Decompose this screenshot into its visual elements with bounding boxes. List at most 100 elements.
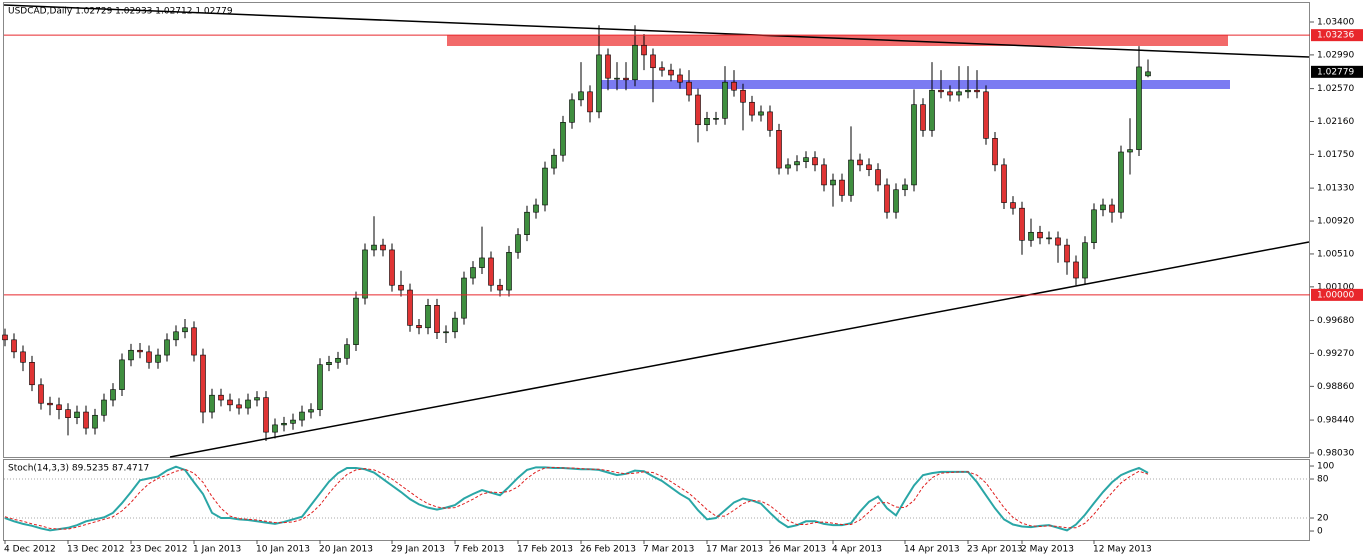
candle-body xyxy=(407,289,413,326)
candle-body xyxy=(1091,209,1097,244)
price-marker xyxy=(1311,288,1363,301)
x-tick-label: 7 Mar 2013 xyxy=(643,545,694,555)
stoch-title: Stoch(14,3,3) 89.5235 87.4717 xyxy=(8,464,149,474)
candle-body xyxy=(767,111,773,131)
candle-body xyxy=(191,327,197,356)
candle-body xyxy=(497,284,503,291)
candle-body xyxy=(749,101,755,116)
candle-body xyxy=(1109,204,1115,213)
candle-body xyxy=(290,419,296,424)
candle-body xyxy=(164,339,170,356)
candle-body xyxy=(83,411,89,429)
up-trendline xyxy=(169,241,1310,458)
x-tick-label: 26 Feb 2013 xyxy=(580,545,636,555)
x-tick-label: 13 Dec 2012 xyxy=(67,545,125,555)
candle-body xyxy=(722,81,728,119)
y-tick-label: 0.98440 xyxy=(1317,416,1354,426)
main-panel-frame xyxy=(3,2,1310,458)
x-tick-label: 7 Feb 2013 xyxy=(454,545,504,555)
candle-body xyxy=(659,67,665,71)
x-tick-label: 14 Apr 2013 xyxy=(904,545,960,555)
y-tick-label: 0.98030 xyxy=(1317,448,1354,458)
x-tick-label: 29 Jan 2013 xyxy=(391,545,445,555)
candle-body xyxy=(650,54,656,69)
candle-body xyxy=(857,159,863,166)
candle-body xyxy=(812,157,818,166)
x-tick-label: 10 Jan 2013 xyxy=(256,545,310,555)
candle-body xyxy=(128,349,134,361)
x-tick-label: 1 Jan 2013 xyxy=(193,545,241,555)
candle-body xyxy=(335,357,341,363)
candle-body xyxy=(38,384,44,404)
chart-title: USDCAD,Daily 1.02729 1.02933 1.02712 1.0… xyxy=(8,7,233,17)
y-tick-label: 100 xyxy=(1317,462,1334,472)
candle-body xyxy=(632,44,638,81)
candle-body xyxy=(398,284,404,291)
candle-body xyxy=(524,211,530,235)
candle-body xyxy=(47,402,53,406)
candle-body xyxy=(830,179,836,186)
candle-body xyxy=(200,354,206,413)
candle-body xyxy=(425,305,431,329)
candle-body xyxy=(578,91,584,101)
y-tick-label: 1.00100 xyxy=(1317,282,1354,292)
price-marker-label: 1.03236 xyxy=(1317,31,1354,41)
candle-body xyxy=(974,89,980,93)
candle-body xyxy=(866,164,872,170)
candle-body xyxy=(605,54,611,79)
candle-body xyxy=(1028,231,1034,241)
candle-body xyxy=(686,81,692,96)
y-tick-label: 0.98860 xyxy=(1317,382,1354,392)
candle-body xyxy=(11,339,17,353)
candle-body xyxy=(488,257,494,286)
candle-body xyxy=(146,351,152,363)
y-tick-label: 1.01750 xyxy=(1317,150,1354,160)
candle-body xyxy=(20,351,26,363)
y-tick-label: 1.02990 xyxy=(1317,50,1354,60)
candle-body xyxy=(983,91,989,139)
candle-body xyxy=(479,257,485,268)
y-tick-label: 1.02160 xyxy=(1317,117,1354,127)
y-tick-label: 0.99680 xyxy=(1317,316,1354,326)
candle-body xyxy=(74,411,80,418)
candle-body xyxy=(920,104,926,131)
support-zone xyxy=(600,80,1230,89)
y-tick-label: 0 xyxy=(1317,527,1323,537)
candle-body xyxy=(236,404,242,409)
candle-body xyxy=(884,184,890,213)
x-tick-label: 26 Mar 2013 xyxy=(769,545,826,555)
candle-body xyxy=(434,305,440,333)
candle-body xyxy=(2,334,8,341)
candle-body xyxy=(308,409,314,413)
candle-body xyxy=(461,277,467,319)
candle-body xyxy=(1136,66,1142,150)
candle-body xyxy=(371,244,377,251)
candle-body xyxy=(452,317,458,333)
down-trendline xyxy=(3,4,1310,58)
candle-body xyxy=(848,159,854,196)
candle-body xyxy=(29,361,35,386)
candle-body xyxy=(218,394,224,401)
candle-body xyxy=(1118,151,1124,213)
x-tick-label: 20 Jan 2013 xyxy=(319,545,373,555)
candle-body xyxy=(785,164,791,169)
x-tick-label: 2 May 2013 xyxy=(1021,545,1074,555)
candle-body xyxy=(704,118,710,126)
candle-body xyxy=(596,54,602,113)
candle-body xyxy=(947,91,953,96)
x-tick-label: 23 Apr 2013 xyxy=(967,545,1023,555)
candle-body xyxy=(911,104,917,186)
candle-body xyxy=(992,138,998,166)
y-tick-label: 80 xyxy=(1317,475,1329,485)
candle-body xyxy=(389,249,395,286)
candle-body xyxy=(362,249,368,299)
x-tick-label: 23 Dec 2012 xyxy=(130,545,188,555)
candle-body xyxy=(614,77,620,80)
candle-body xyxy=(173,331,179,341)
candle-body xyxy=(353,297,359,345)
candle-body xyxy=(938,89,944,93)
candle-body xyxy=(1046,237,1052,240)
candle-body xyxy=(713,118,719,120)
candle-body xyxy=(893,189,899,213)
candle-body xyxy=(668,69,674,76)
